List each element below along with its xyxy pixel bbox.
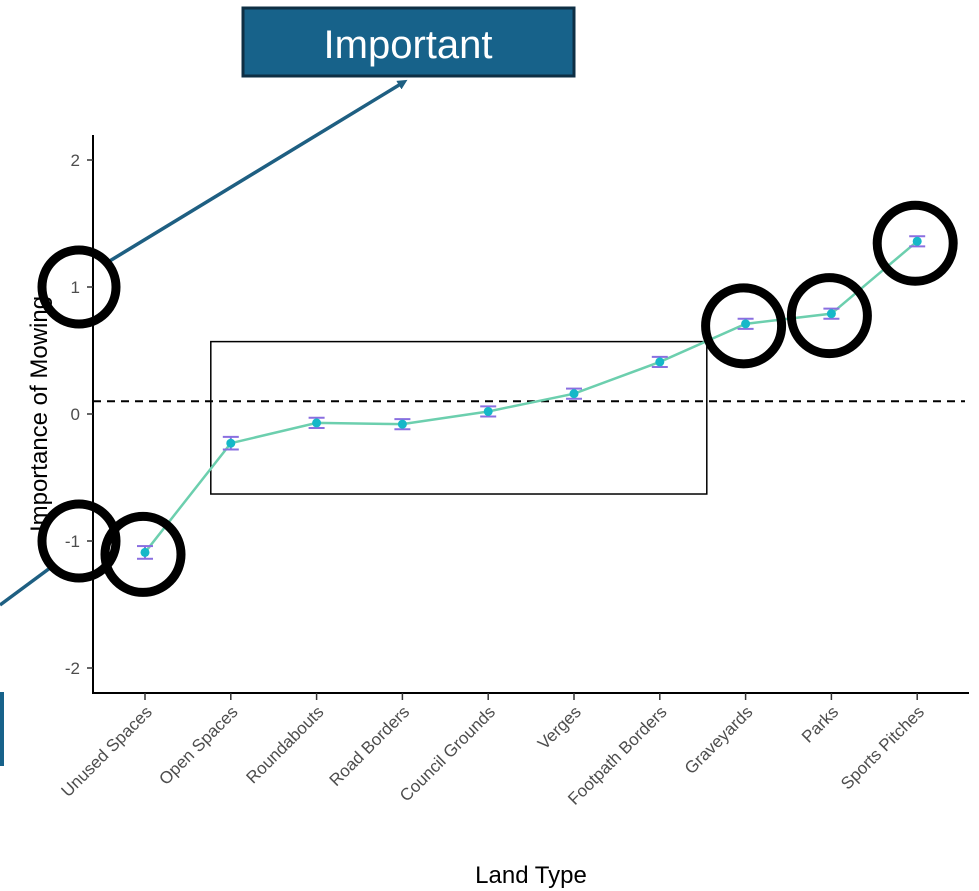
y-tick-label: -2 — [65, 659, 80, 678]
y-axis-title: Importance of Mowing — [26, 296, 53, 532]
x-tick-label: Road Borders — [326, 702, 414, 790]
data-point — [826, 309, 836, 319]
highlight-circle-ytick — [37, 499, 121, 583]
y-tick-label: -1 — [65, 532, 80, 551]
x-tick-label: Council Grounds — [396, 702, 499, 805]
data-point — [483, 406, 493, 416]
data-point — [912, 236, 922, 246]
x-ticks: Unused Spaces Open Spaces RoundaboutsRoad … — [58, 693, 928, 809]
left-arrow — [0, 566, 52, 607]
x-tick-label: Graveyards — [681, 702, 757, 778]
highlight-circle-point — [100, 511, 186, 597]
highlight-circle-point — [786, 273, 872, 359]
highlight-circle-ytick — [37, 245, 121, 329]
data-point — [312, 418, 322, 428]
y-tick-label: 1 — [71, 278, 80, 297]
callout-text: Important — [324, 23, 493, 67]
callout-arrow — [107, 79, 408, 264]
data-point — [741, 319, 751, 329]
y-tick-label: 2 — [71, 151, 80, 170]
callout: Important — [241, 6, 576, 78]
y-tick-label: 0 — [71, 405, 80, 424]
y-ticks: -2 -1 0 1 2 — [65, 151, 93, 678]
data-point — [569, 389, 579, 399]
callout-box — [241, 6, 576, 78]
x-tick-label: Unused Spaces — [58, 702, 156, 800]
x-tick-label: Sports Pitches — [837, 702, 928, 793]
data-point — [140, 547, 150, 557]
highlight-circle-point — [872, 200, 958, 286]
x-tick-label: Open Spaces — [155, 702, 241, 788]
highlight-circle-point — [701, 283, 787, 369]
x-axis-title: Land Type — [475, 862, 587, 889]
x-tick-label: Roundabouts — [242, 702, 327, 787]
x-tick-label: Parks — [798, 702, 842, 746]
data-point — [655, 357, 665, 367]
data-point — [226, 438, 236, 448]
highlight-circles — [37, 200, 958, 597]
highlight-box — [210, 340, 708, 495]
x-tick-label: Verges — [534, 702, 585, 753]
left-callout-fragment — [0, 692, 4, 766]
data-point — [397, 419, 407, 429]
